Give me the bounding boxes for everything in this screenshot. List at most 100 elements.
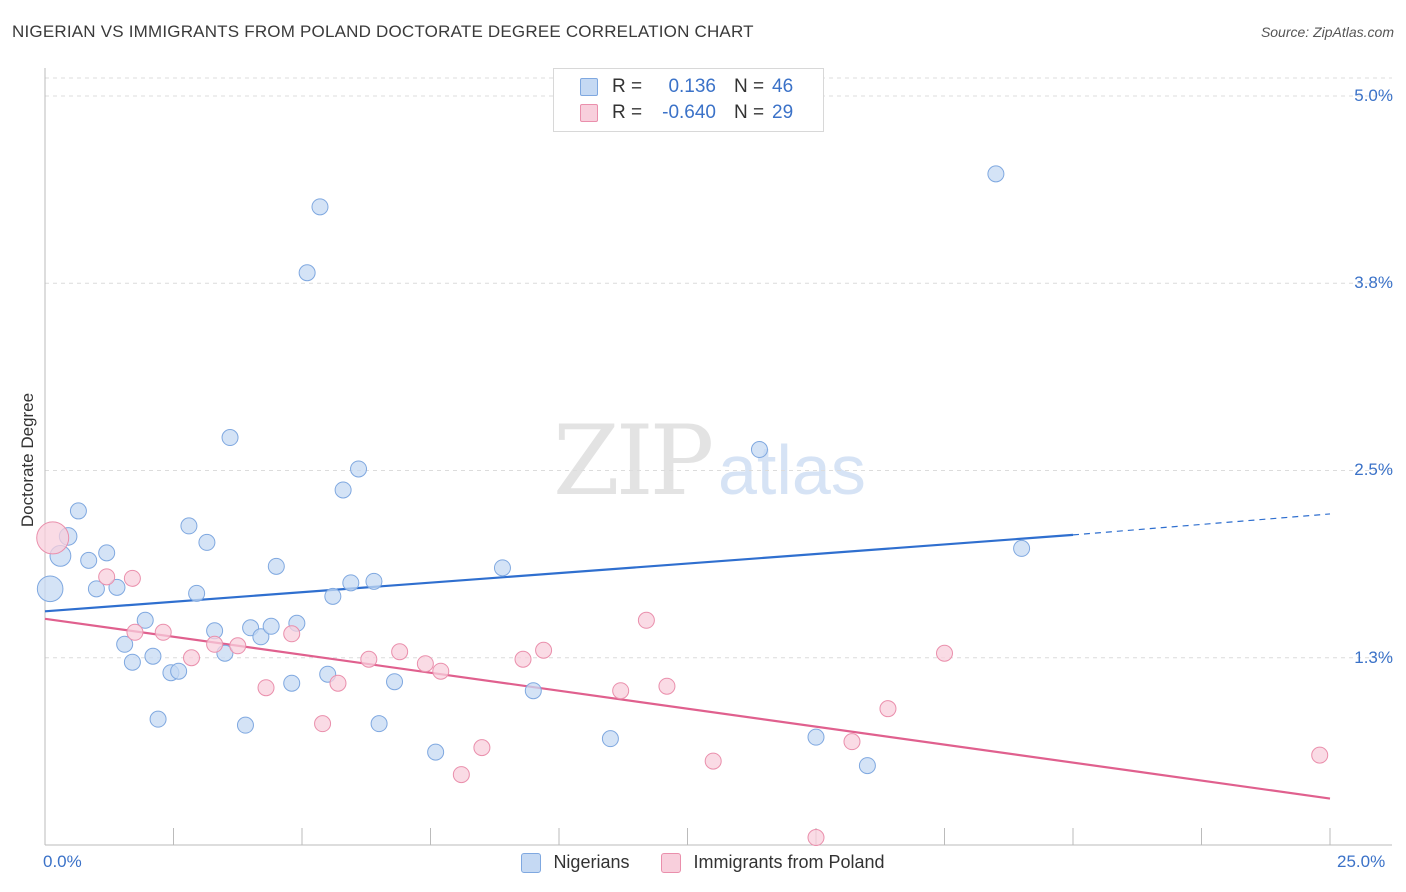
poland-point xyxy=(314,715,332,733)
nigerian-point xyxy=(221,429,239,447)
legend-swatch-pink xyxy=(580,104,598,122)
poland-point xyxy=(514,650,532,668)
poland-point xyxy=(391,643,409,661)
legend-label: Nigerians xyxy=(553,852,630,872)
legend-n-value: 29 xyxy=(772,102,794,123)
poland-point xyxy=(432,662,450,680)
nigerian-point xyxy=(324,587,342,605)
nigerian-point xyxy=(36,575,64,603)
nigerian-point xyxy=(601,730,619,748)
nigerian-point xyxy=(149,710,167,728)
nigerian-point xyxy=(69,502,87,520)
poland-point xyxy=(329,674,347,692)
poland-point xyxy=(1311,746,1329,764)
nigerian-point xyxy=(750,441,768,459)
trend-lines xyxy=(44,513,1331,800)
nigerian-point xyxy=(427,743,445,761)
legend-item-nigerians[interactable]: Nigerians xyxy=(521,852,629,873)
poland-point xyxy=(257,679,275,697)
nigerian-point xyxy=(188,584,206,602)
nigerian-point xyxy=(370,715,388,733)
nigerian-point xyxy=(136,611,154,629)
poland-point xyxy=(416,655,434,673)
nigerian-point xyxy=(144,647,162,665)
legend-r-value: -0.640 xyxy=(662,102,716,123)
poland-point xyxy=(283,625,301,643)
poland-point xyxy=(637,611,655,629)
correlation-legend: R = 0.136 N = 46 R = -0.640 N = 29 xyxy=(553,68,824,132)
y-tick-label: 2.5% xyxy=(1354,460,1393,480)
nigerian-point xyxy=(170,662,188,680)
nigerian-point xyxy=(987,165,1005,183)
poland-trend-line xyxy=(44,617,1331,800)
poland-point xyxy=(535,641,553,659)
poland-point xyxy=(704,752,722,770)
nigerian-point xyxy=(342,574,360,592)
legend-label: Immigrants from Poland xyxy=(693,852,885,872)
nigerian-point xyxy=(524,682,542,700)
nigerian-point xyxy=(807,728,825,746)
watermark-zip: ZIP xyxy=(553,405,714,517)
x-tick-label-min: 0.0% xyxy=(43,852,82,871)
poland-point xyxy=(879,700,897,718)
poland-point xyxy=(154,623,172,641)
legend-row-poland: R = -0.640 N = 29 xyxy=(554,101,793,125)
legend-item-poland[interactable]: Immigrants from Poland xyxy=(661,852,885,873)
poland-point xyxy=(843,733,861,751)
poland-point xyxy=(229,637,247,655)
legend-r-label: R = xyxy=(612,76,643,97)
nigerian-point xyxy=(108,578,126,596)
nigerian-point xyxy=(334,481,352,499)
nigerian-point xyxy=(98,544,116,562)
y-tick-label: 1.3% xyxy=(1354,647,1393,667)
poland-point xyxy=(936,644,953,662)
nigerian-trend-line xyxy=(44,533,1074,613)
nigerian-point xyxy=(116,635,134,653)
legend-r-label: R = xyxy=(612,102,643,123)
poland-point xyxy=(360,650,378,668)
legend-r-value: 0.136 xyxy=(668,76,716,97)
nigerian-point xyxy=(267,557,285,575)
legend-swatch-blue xyxy=(521,852,542,873)
legend-row-nigerians: R = 0.136 N = 46 xyxy=(554,75,793,99)
nigerian-point xyxy=(311,198,329,216)
nigerian-point xyxy=(1013,539,1031,557)
series-legend: Nigerians Immigrants from Poland xyxy=(0,852,1406,873)
grid-lines xyxy=(45,77,1392,659)
nigerian-point xyxy=(123,653,141,671)
poland-point xyxy=(807,829,825,847)
y-tick-label: 5.0% xyxy=(1354,85,1393,105)
legend-n-label: N = xyxy=(734,76,765,97)
legend-swatch-blue xyxy=(580,78,598,96)
nigerian-point xyxy=(350,460,368,478)
nigerian-point xyxy=(87,580,105,598)
poland-point xyxy=(452,766,470,784)
nigerian-point xyxy=(493,559,511,577)
nigerian-point xyxy=(198,533,216,551)
nigerian-point xyxy=(80,551,98,569)
x-tick-label-max: 25.0% xyxy=(1337,852,1386,871)
nigerian-point xyxy=(262,617,280,635)
nigerian-point xyxy=(386,673,404,691)
source-label: Source: ZipAtlas.com xyxy=(1260,24,1394,40)
poland-point xyxy=(126,623,144,641)
chart-title: NIGERIAN VS IMMIGRANTS FROM POLAND DOCTO… xyxy=(12,22,754,41)
poland-point xyxy=(98,568,116,586)
y-tick-label: 3.8% xyxy=(1354,273,1393,293)
poland-point xyxy=(123,569,141,587)
poland-point xyxy=(182,649,200,667)
poland-point xyxy=(36,521,70,555)
poland-point xyxy=(473,739,491,757)
legend-n-label: N = xyxy=(734,102,765,123)
poland-point xyxy=(612,682,630,700)
nigerian-point xyxy=(298,264,316,282)
nigerian-trend-extension xyxy=(1072,513,1331,536)
legend-n-value: 46 xyxy=(772,76,794,97)
legend-swatch-pink xyxy=(661,852,682,873)
nigerian-point xyxy=(858,757,876,775)
nigerian-point xyxy=(180,517,198,535)
nigerian-point xyxy=(252,628,270,646)
data-points xyxy=(36,165,1329,847)
poland-point xyxy=(206,635,224,653)
